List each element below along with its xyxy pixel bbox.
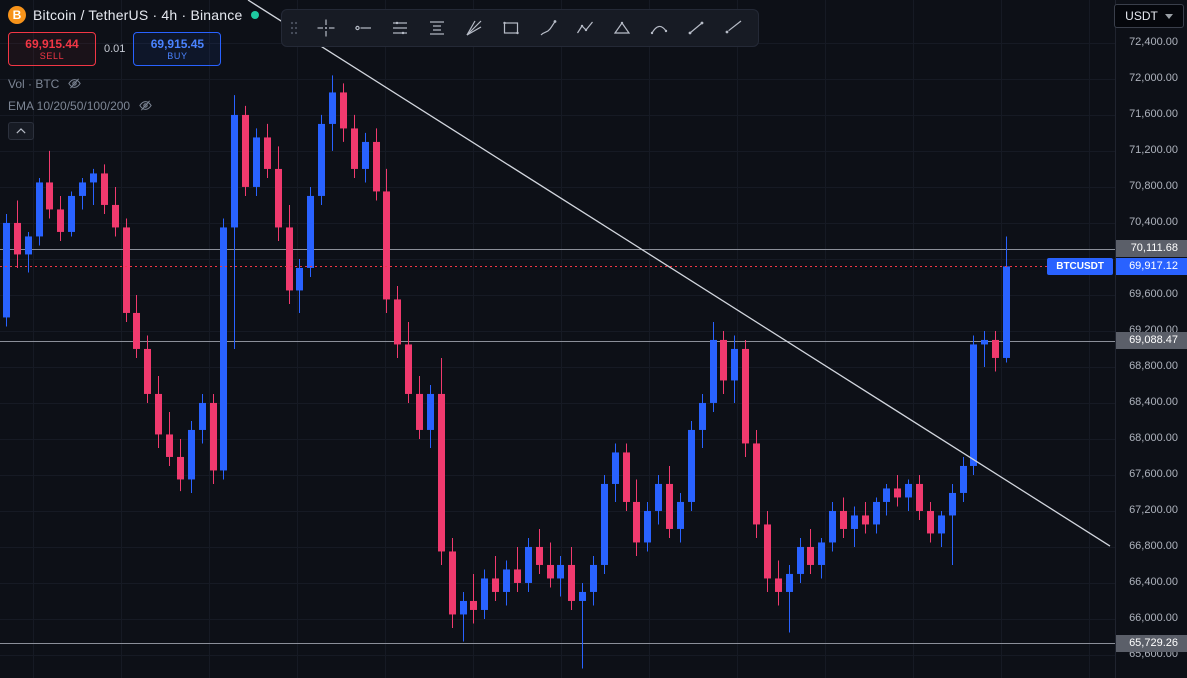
axis-level-label: 69,088.47 xyxy=(1116,332,1187,350)
crosshair-icon xyxy=(317,19,334,37)
buy-price: 69,915.45 xyxy=(150,36,205,51)
legend-collapse-button[interactable] xyxy=(8,122,34,140)
price-axis[interactable]: 72,400.00 72,000.00 71,600.00 71,200.00 70,8… xyxy=(1115,0,1187,678)
axis-price-label: 72,000.00 xyxy=(1129,72,1178,85)
brush-icon xyxy=(540,20,556,36)
trend-line-tool-button[interactable] xyxy=(677,13,714,43)
rectangle-tool-button[interactable] xyxy=(492,13,529,43)
symbol-price-tag: BTCUSDT xyxy=(1047,257,1113,275)
currency-dropdown[interactable]: USDT xyxy=(1114,4,1184,28)
trade-buttons: 69,915.44 SELL 0.01 69,915.45 BUY xyxy=(8,32,259,66)
brush-tool-button[interactable] xyxy=(529,13,566,43)
ray-tool-button[interactable] xyxy=(714,13,751,43)
ray-icon xyxy=(725,20,741,34)
currency-label: USDT xyxy=(1125,9,1158,23)
ema-indicator-label[interactable]: EMA 10/20/50/100/200 xyxy=(8,98,131,113)
axis-price-label: 71,200.00 xyxy=(1129,144,1178,157)
curve-tool-button[interactable] xyxy=(640,13,677,43)
sell-price: 69,915.44 xyxy=(25,36,79,51)
axis-price-label: 68,400.00 xyxy=(1129,396,1178,409)
axis-price-label: 67,600.00 xyxy=(1129,468,1178,481)
buy-label: BUY xyxy=(167,50,188,61)
chart-canvas[interactable]: BTCUSDT xyxy=(0,0,1115,678)
axis-price-label: 71,600.00 xyxy=(1129,108,1178,121)
ema-visibility-toggle[interactable] xyxy=(138,98,153,113)
level-lines-layer xyxy=(0,249,1115,644)
horizontal-ray-icon xyxy=(354,25,371,31)
axis-price-label: 68,800.00 xyxy=(1129,360,1178,373)
chevron-up-icon xyxy=(16,128,26,134)
ema-indicator-row: EMA 10/20/50/100/200 xyxy=(8,98,259,113)
horizontal-ray-tool-button[interactable] xyxy=(344,13,381,43)
price-chart[interactable] xyxy=(0,0,1115,678)
fib-retracement-icon xyxy=(429,21,444,35)
gann-fan-icon xyxy=(465,20,481,36)
bitcoin-logo-icon: B xyxy=(8,6,26,24)
fib-retracement-tool-button[interactable] xyxy=(418,13,455,43)
axis-price-label: 70,800.00 xyxy=(1129,180,1178,193)
trend-lines-tool-button[interactable] xyxy=(381,13,418,43)
sell-label: SELL xyxy=(39,50,65,61)
toolbar-drag-handle[interactable] xyxy=(289,18,303,38)
axis-level-label: 65,729.26 xyxy=(1116,634,1187,652)
symbol-title[interactable]: Bitcoin / TetherUS · 4h · Binance xyxy=(33,7,243,23)
curve-icon xyxy=(650,25,667,35)
xabcd-pattern-icon xyxy=(613,21,630,34)
axis-price-label: 68,000.00 xyxy=(1129,432,1178,445)
axis-level-label: 70,111.68 xyxy=(1116,240,1187,258)
volume-indicator-row: Vol · BTC xyxy=(8,76,259,91)
xabcd-pattern-tool-button[interactable] xyxy=(603,13,640,43)
rectangle-icon xyxy=(502,21,519,35)
volume-visibility-toggle[interactable] xyxy=(67,76,82,91)
spread-value: 0.01 xyxy=(104,43,126,55)
drawing-toolbar xyxy=(281,9,759,47)
eye-off-icon xyxy=(139,100,152,111)
axis-price-label: 69,600.00 xyxy=(1129,288,1178,301)
chevron-down-icon xyxy=(1164,13,1173,19)
axis-price-label: 70,400.00 xyxy=(1129,216,1178,229)
crosshair-tool-button[interactable] xyxy=(307,13,344,43)
candles-layer xyxy=(3,75,1010,669)
axis-price-label: 66,800.00 xyxy=(1129,540,1178,553)
volume-indicator-label[interactable]: Vol · BTC xyxy=(8,76,60,91)
toolbar-tools xyxy=(307,13,751,43)
eye-off-icon xyxy=(68,78,82,89)
axis-price-label: 72,400.00 xyxy=(1129,36,1178,49)
axis-price-label: 67,200.00 xyxy=(1129,504,1178,517)
sell-button[interactable]: 69,915.44 SELL xyxy=(8,32,96,66)
axis-last-price-label: 69,917.12 xyxy=(1116,257,1187,275)
buy-button[interactable]: 69,915.45 BUY xyxy=(133,32,222,66)
trend-lines-icon xyxy=(392,21,407,35)
axis-price-label: 66,000.00 xyxy=(1129,612,1178,625)
axis-price-label: 66,400.00 xyxy=(1129,576,1178,589)
trendline[interactable] xyxy=(247,0,1111,547)
zigzag-tool-button[interactable] xyxy=(566,13,603,43)
trend-line-icon xyxy=(688,21,703,35)
zigzag-icon xyxy=(576,21,593,34)
connection-status-dot xyxy=(251,11,260,19)
gann-fan-tool-button[interactable] xyxy=(455,13,492,43)
bitcoin-logo-glyph: B xyxy=(12,8,22,22)
drag-dots-icon xyxy=(290,21,298,35)
legend: B Bitcoin / TetherUS · 4h · Binance 69,9… xyxy=(8,6,260,140)
